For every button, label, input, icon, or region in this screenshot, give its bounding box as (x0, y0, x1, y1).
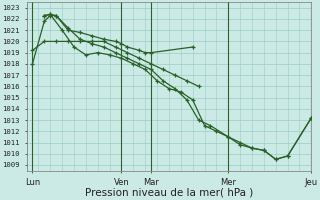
X-axis label: Pression niveau de la mer( hPa ): Pression niveau de la mer( hPa ) (85, 188, 253, 198)
